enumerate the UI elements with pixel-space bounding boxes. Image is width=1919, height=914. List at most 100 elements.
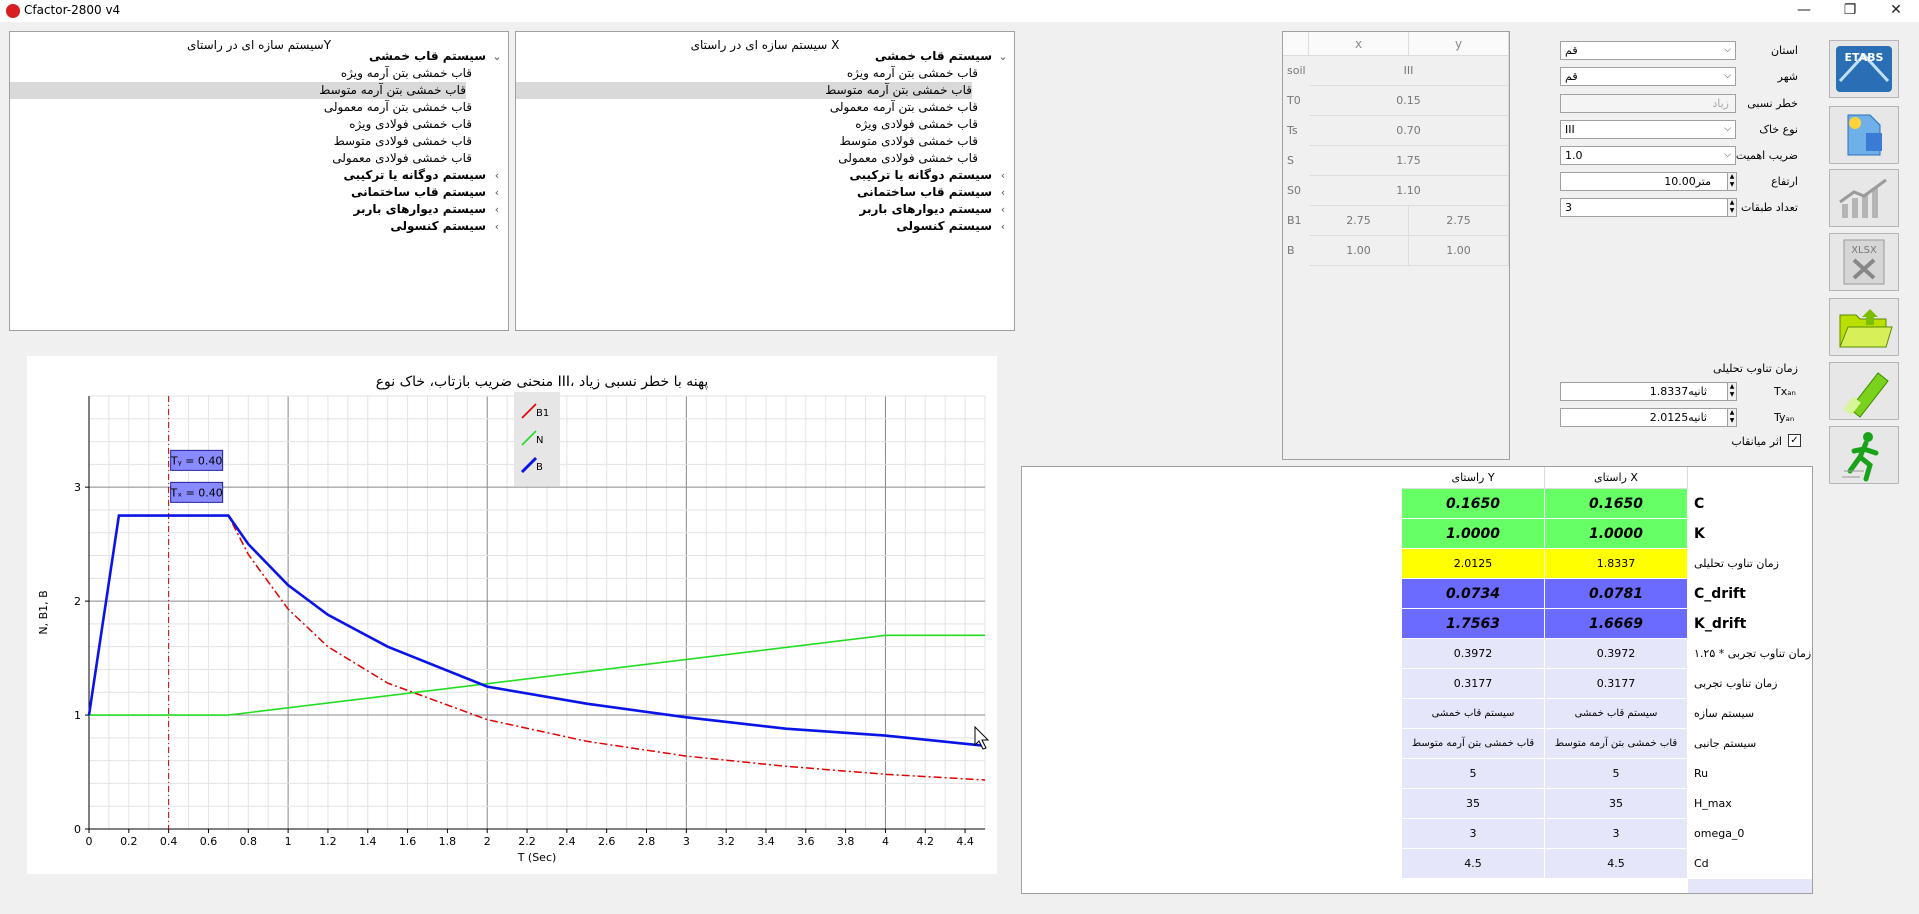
result-cell-x[interactable]: 4.5 [1545,849,1688,879]
stories-spinner[interactable]: ▲ ▼ [1727,198,1737,217]
chart-button[interactable] [1829,169,1899,227]
results-header-y: راستای Y [1402,467,1545,489]
tree-group-item[interactable]: سیستم قاب ساختمانی [856,185,992,199]
etabs-button[interactable]: ETABS [1829,40,1899,98]
maximize-button[interactable]: ❐ [1843,2,1857,18]
result-cell-y[interactable]: 0.3177 [1402,669,1545,699]
ty-spinner[interactable]: ▲ ▼ [1727,408,1737,427]
result-cell-y[interactable]: 5 [1402,759,1545,789]
result-cell-x[interactable]: 35 [1545,789,1688,819]
y-axis-label: N, B1, B [37,590,50,634]
result-cell-y[interactable]: 4.5 [1402,849,1545,879]
grid-cell-y[interactable]: 1.00 [1409,236,1509,266]
result-cell-y[interactable]: 0.3972 [1402,639,1545,669]
minimize-button[interactable]: — [1797,2,1811,18]
tree-leaf-item[interactable]: قاب خمشی بتن آرمه ویژه [340,66,472,80]
risk-field: زیاد [1560,94,1736,113]
grid-cell-x[interactable]: 1.00 [1309,236,1409,266]
result-cell-y[interactable]: 0.0734 [1402,579,1545,609]
soil-type-select[interactable]: III ⌵ [1560,120,1736,139]
grid-cell-merged[interactable]: 1.75 [1309,146,1509,176]
tree-group-item[interactable]: سیستم کنسولی [390,219,486,233]
chevron-left-icon[interactable]: ‹ [1000,186,1006,199]
run-button[interactable] [1829,426,1899,484]
result-cell-y[interactable]: 35 [1402,789,1545,819]
tree-group-item[interactable]: سیستم دیوارهای باربر [859,202,993,216]
result-cell-x[interactable]: 0.0781 [1545,579,1688,609]
close-button[interactable]: ✕ [1890,2,1902,18]
result-cell-x[interactable]: 0.3972 [1545,639,1688,669]
tx-input[interactable]: ثانیه1.8337 [1560,382,1728,401]
soil-parameters-grid[interactable]: x y soil III T0 0.15 Ts 0.70 S 1.75 S0 1.10 B1 2.75… [1282,31,1510,460]
export-excel-button[interactable]: XLSX [1829,233,1899,291]
result-cell-x[interactable]: سیستم قاب خمشی [1545,699,1688,729]
tree-group-item[interactable]: سیستم کنسولی [896,219,992,233]
city-select[interactable]: قم ⌵ [1560,67,1736,86]
grid-cell-merged[interactable]: 0.70 [1309,116,1509,146]
tree-group-item[interactable]: سیستم قاب خمشی [874,49,992,63]
result-cell-y[interactable]: 2.0125 [1402,549,1545,579]
structure-system-x-panel[interactable]: سیستم سازه ای در راستای X سیستم قاب خمشی… [515,31,1015,331]
structure-system-y-panel[interactable]: سیستم سازه ای در راستایY سیستم قاب خمشی ⌄… [9,31,509,331]
tree-leaf-item[interactable]: قاب خمشی فولادی معمولی [838,151,978,165]
result-row-label: زمان تناوب تجربی [1694,677,1778,690]
tree-leaf-item[interactable]: قاب خمشی بتن آرمه متوسط [10,82,466,99]
result-cell-x[interactable]: 5 [1545,759,1688,789]
result-cell-x[interactable]: 1.6669 [1545,609,1688,639]
result-cell-y[interactable]: 1.7563 [1402,609,1545,639]
grid-cell-merged[interactable]: 1.10 [1309,176,1509,206]
tree-group-item[interactable]: سیستم دیوارهای باربر [353,202,487,216]
grid-cell-y[interactable]: 2.75 [1409,206,1509,236]
grid-cell-x[interactable]: 2.75 [1309,206,1409,236]
x-tick-label: 2 [484,835,491,848]
tree-leaf-item[interactable]: قاب خمشی فولادی متوسط [333,134,472,148]
result-cell-y[interactable]: 1.0000 [1402,519,1545,549]
result-cell-y[interactable]: 3 [1402,819,1545,849]
chevron-left-icon[interactable]: ‹ [494,203,500,216]
tree-group-item[interactable]: سیستم دوگانه یا ترکیبی [849,168,992,182]
chevron-left-icon[interactable]: ‹ [1000,169,1006,182]
chevron-left-icon[interactable]: ‹ [494,169,500,182]
results-table[interactable]: راستای Y 0.1650 0.1650 C 1.0000 1.0000 K 2.012… [1021,466,1813,894]
tree-leaf-item[interactable]: قاب خمشی فولادی ویژه [349,117,472,131]
title-bar: Cfactor-2800 v4 — ❐ ✕ [0,0,1919,22]
height-spinner[interactable]: ▲ ▼ [1727,172,1737,191]
province-select[interactable]: قم ⌵ [1560,41,1736,60]
tree-leaf-item[interactable]: قاب خمشی بتن آرمه ویژه [846,66,978,80]
infill-checkbox[interactable]: ✓ [1788,434,1801,447]
clear-button[interactable] [1829,362,1899,420]
tree-leaf-item[interactable]: قاب خمشی بتن آرمه معمولی [829,100,978,114]
grid-cell-merged[interactable]: III [1309,56,1509,86]
chevron-down-icon[interactable]: ⌄ [492,50,502,63]
grid-cell-merged[interactable]: 0.15 [1309,86,1509,116]
height-input[interactable]: متر10.00 [1560,172,1728,191]
result-cell-x[interactable]: 0.3177 [1545,669,1688,699]
chevron-left-icon[interactable]: ‹ [1000,203,1006,216]
tree-leaf-item[interactable]: قاب خمشی بتن آرمه معمولی [323,100,472,114]
tree-leaf-item[interactable]: قاب خمشی فولادی ویژه [855,117,978,131]
result-cell-x[interactable]: قاب خمشی بتن آرمه متوسط [1545,729,1688,759]
chevron-left-icon[interactable]: ‹ [1000,220,1006,233]
result-cell-y[interactable]: قاب خمشی بتن آرمه متوسط [1402,729,1545,759]
tx-spinner[interactable]: ▲ ▼ [1727,382,1737,401]
tree-leaf-item[interactable]: قاب خمشی فولادی معمولی [332,151,472,165]
tree-group-item[interactable]: سیستم قاب ساختمانی [350,185,486,199]
result-cell-x[interactable]: 3 [1545,819,1688,849]
tree-group-item[interactable]: سیستم قاب خمشی [368,49,486,63]
document-button[interactable] [1829,106,1899,164]
result-cell-y[interactable]: 0.1650 [1402,489,1545,519]
result-cell-x[interactable]: 1.0000 [1545,519,1688,549]
tree-leaf-item[interactable]: قاب خمشی فولادی متوسط [839,134,978,148]
ty-input[interactable]: ثانیه2.0125 [1560,408,1728,427]
document-icon [1847,114,1882,156]
chevron-left-icon[interactable]: ‹ [494,186,500,199]
open-button[interactable] [1829,298,1899,356]
tree-group-item[interactable]: سیستم دوگانه یا ترکیبی [343,168,486,182]
chevron-left-icon[interactable]: ‹ [494,220,500,233]
importance-factor-select[interactable]: 1.0 ⌵ [1560,146,1736,165]
tree-leaf-item[interactable]: قاب خمشی بتن آرمه متوسط [516,82,972,99]
result-cell-x[interactable]: 0.1650 [1545,489,1688,519]
result-cell-x[interactable]: 1.8337 [1545,549,1688,579]
result-cell-y[interactable]: سیستم قاب خمشی [1402,699,1545,729]
chevron-down-icon[interactable]: ⌄ [998,50,1008,63]
